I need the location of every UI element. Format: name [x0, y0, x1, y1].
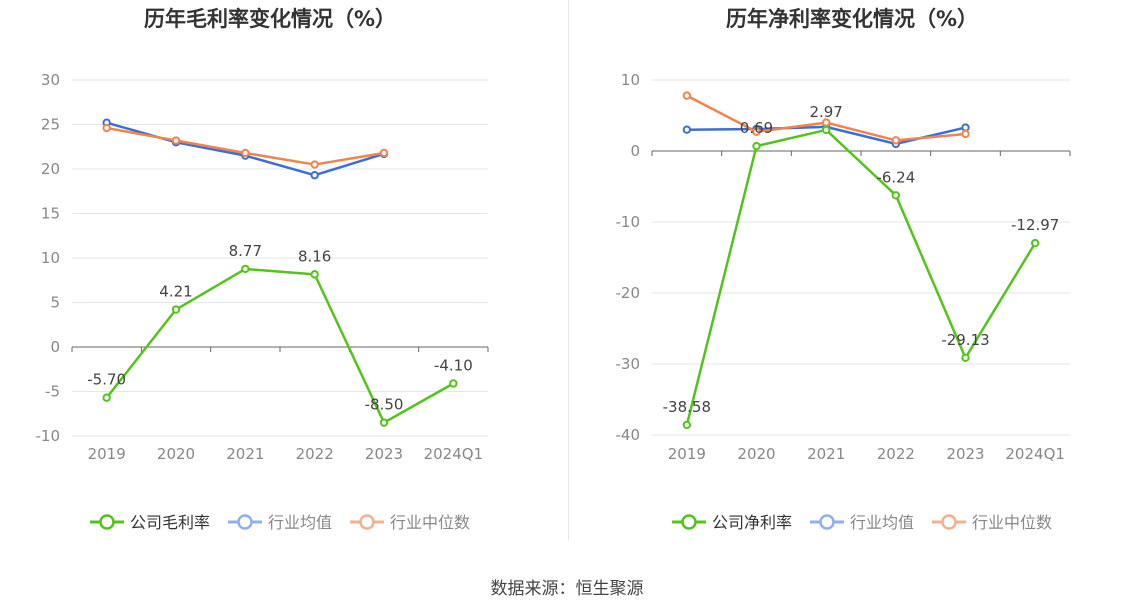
series-line-company — [105, 267, 454, 424]
data-point — [241, 264, 250, 274]
data-point — [310, 270, 319, 279]
data-label: 4.21 — [159, 283, 192, 301]
legend-label: 公司净利率 — [712, 513, 792, 532]
gross-margin-chart: 历年毛利率变化情况（%） 30 25 20 15 10 5 0 -5 -10 2019 2020 202… — [36, 7, 489, 532]
data-point — [241, 148, 250, 158]
data-point — [102, 393, 111, 402]
data-point — [891, 191, 901, 200]
legend: 公司净利率 行业均值 行业中位数 — [672, 513, 1052, 532]
y-tick-label: 0 — [50, 338, 60, 356]
x-tick-label: 2019 — [668, 445, 706, 463]
x-tick-label: 2022 — [296, 445, 334, 463]
data-point — [310, 160, 319, 169]
y-tick-label: -5 — [45, 383, 60, 401]
data-label: 0.69 — [740, 119, 773, 137]
data-point — [961, 129, 970, 139]
data-point — [891, 136, 901, 145]
chart-title: 历年净利率变化情况（%） — [726, 7, 978, 31]
x-tick-label: 2023 — [946, 445, 984, 463]
x-tick-label: 2020 — [157, 445, 195, 463]
x-tick-label: 2024Q1 — [424, 445, 484, 463]
y-tick-label: 30 — [41, 71, 60, 89]
y-tick-label: 15 — [41, 205, 60, 223]
x-tick-label: 2023 — [365, 445, 403, 463]
data-point — [1030, 238, 1040, 248]
net-margin-chart: 历年净利率变化情况（%） 10 0 -10 -20 -30 -40 2019 2020 2021 2… — [616, 7, 1071, 532]
data-point — [752, 141, 761, 151]
data-point — [171, 136, 181, 145]
y-tick-label: 10 — [621, 71, 640, 89]
data-point — [102, 123, 111, 133]
data-point — [171, 305, 181, 314]
data-point — [682, 91, 692, 100]
data-point — [379, 418, 389, 427]
data-label: -8.50 — [365, 396, 404, 414]
x-tick-label: 2024Q1 — [1005, 445, 1065, 463]
legend-label: 公司毛利率 — [130, 513, 210, 532]
x-tick-label: 2019 — [88, 445, 126, 463]
y-tick-label: 10 — [41, 249, 60, 267]
legend-label: 行业中位数 — [390, 513, 470, 532]
data-label: -38.58 — [663, 398, 711, 416]
legend-marker-icon — [941, 514, 957, 530]
data-point — [961, 353, 970, 363]
y-tick-label: 25 — [41, 116, 60, 134]
legend-marker-icon — [681, 514, 697, 530]
data-point — [682, 420, 692, 430]
legend-label: 行业均值 — [850, 513, 914, 532]
y-tick-label: 20 — [41, 160, 60, 178]
x-tick-label: 2020 — [737, 445, 775, 463]
chart-title: 历年毛利率变化情况（%） — [144, 7, 396, 31]
data-point — [752, 127, 761, 137]
legend-marker-icon — [237, 514, 253, 530]
data-label: -12.97 — [1011, 216, 1059, 234]
data-point — [821, 125, 831, 135]
data-point — [379, 148, 389, 158]
y-tick-label: -30 — [616, 355, 641, 373]
data-label: 2.97 — [809, 103, 842, 121]
y-tick-label: 5 — [50, 294, 60, 312]
data-label: -6.24 — [876, 168, 915, 186]
chart-divider — [568, 0, 569, 540]
data-label: 8.77 — [229, 242, 262, 260]
legend-marker-icon — [819, 514, 835, 530]
y-tick-label: -20 — [616, 284, 641, 302]
data-label: -4.10 — [434, 356, 473, 374]
data-label: -5.70 — [87, 371, 126, 389]
data-label: -29.13 — [941, 331, 989, 349]
x-tick-label: 2022 — [877, 445, 915, 463]
y-tick-label: 0 — [630, 142, 640, 160]
y-tick-label: -10 — [616, 213, 641, 231]
data-source-note: 数据来源：恒生聚源 — [490, 579, 644, 599]
data-point — [449, 379, 458, 388]
y-tick-label: -40 — [616, 426, 641, 444]
legend-marker-icon — [359, 514, 375, 530]
legend-marker-icon — [99, 514, 115, 530]
legend-label: 行业中位数 — [972, 513, 1052, 532]
legend: 公司毛利率 行业均值 行业中位数 — [90, 513, 470, 532]
x-tick-label: 2021 — [226, 445, 264, 463]
series-line-company — [685, 128, 1037, 426]
data-point — [310, 171, 319, 180]
data-label: 8.16 — [298, 247, 331, 265]
y-tick-label: -10 — [36, 427, 61, 445]
legend-label: 行业均值 — [268, 513, 332, 532]
x-tick-label: 2021 — [807, 445, 845, 463]
data-point — [682, 125, 692, 134]
